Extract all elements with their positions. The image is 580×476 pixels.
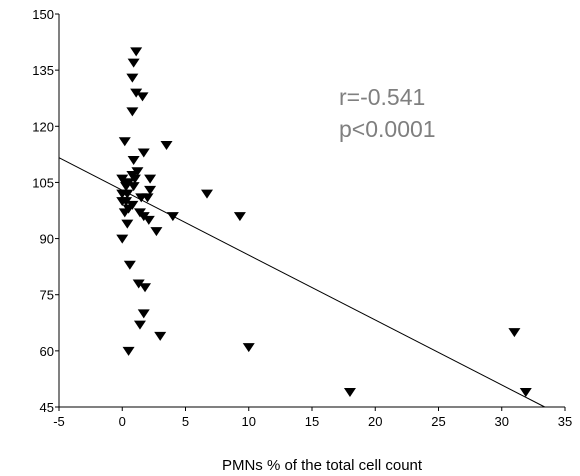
data-point bbox=[120, 182, 133, 192]
data-point bbox=[121, 189, 134, 199]
data-point bbox=[116, 197, 129, 207]
y-tick-label: 120 bbox=[32, 119, 54, 134]
data-point bbox=[118, 137, 131, 147]
data-point bbox=[132, 279, 145, 289]
y-tick-label: 150 bbox=[32, 7, 54, 22]
data-point bbox=[122, 346, 135, 356]
x-ticks: -5 0 5 10 15 20 25 30 35 bbox=[53, 407, 572, 429]
x-tick-label: 25 bbox=[431, 414, 445, 429]
y-tick-label: 45 bbox=[40, 400, 54, 415]
x-tick-label: 10 bbox=[242, 414, 256, 429]
x-tick-label: 35 bbox=[558, 414, 572, 429]
x-axis-title: PMNs % of the total cell count bbox=[222, 457, 423, 474]
data-point bbox=[519, 388, 532, 398]
x-tick-label: 20 bbox=[368, 414, 382, 429]
annotation-r: r=-0.541 bbox=[339, 84, 425, 110]
data-point bbox=[127, 182, 140, 192]
data-point bbox=[118, 208, 131, 218]
data-point bbox=[116, 234, 129, 244]
data-point bbox=[126, 73, 139, 83]
data-point bbox=[139, 283, 152, 293]
y-tick-label: 135 bbox=[32, 63, 54, 78]
data-point bbox=[137, 148, 150, 158]
data-point bbox=[233, 212, 246, 222]
data-point bbox=[121, 219, 134, 229]
x-tick-label: 0 bbox=[119, 414, 126, 429]
data-point bbox=[166, 212, 179, 222]
data-point bbox=[201, 189, 214, 199]
data-point bbox=[154, 331, 167, 341]
y-tick-label: 60 bbox=[40, 344, 54, 359]
y-tick-label: 75 bbox=[40, 288, 54, 303]
data-point bbox=[126, 107, 139, 117]
annotation-p: p<0.0001 bbox=[339, 116, 436, 142]
data-point bbox=[133, 320, 146, 330]
data-point bbox=[242, 343, 255, 353]
y-tick-label: 105 bbox=[32, 175, 54, 190]
data-point bbox=[142, 215, 155, 225]
data-point bbox=[141, 193, 154, 203]
data-point bbox=[127, 155, 140, 165]
data-point bbox=[137, 309, 150, 319]
y-tick-label: 90 bbox=[40, 232, 54, 247]
y-ticks: 45 60 75 90 105 120 135 150 bbox=[32, 7, 59, 415]
data-point bbox=[144, 185, 157, 195]
data-point bbox=[343, 388, 356, 398]
data-point bbox=[508, 328, 521, 338]
data-points bbox=[116, 47, 532, 398]
data-point bbox=[136, 92, 149, 102]
data-point bbox=[128, 174, 141, 184]
data-point bbox=[144, 174, 157, 184]
data-point bbox=[130, 88, 143, 98]
x-tick-label: 5 bbox=[182, 414, 189, 429]
data-point bbox=[150, 227, 163, 237]
x-tick-label: -5 bbox=[53, 414, 65, 429]
data-point bbox=[160, 141, 173, 150]
data-point bbox=[130, 47, 143, 57]
data-point bbox=[127, 58, 140, 68]
regression-line bbox=[58, 157, 545, 408]
x-tick-label: 15 bbox=[305, 414, 319, 429]
data-point bbox=[123, 260, 136, 270]
axes: 45 60 75 90 105 120 135 150 -5 0 5 10 15 20 25 30 35 bbox=[32, 7, 572, 429]
x-tick-label: 30 bbox=[495, 414, 509, 429]
